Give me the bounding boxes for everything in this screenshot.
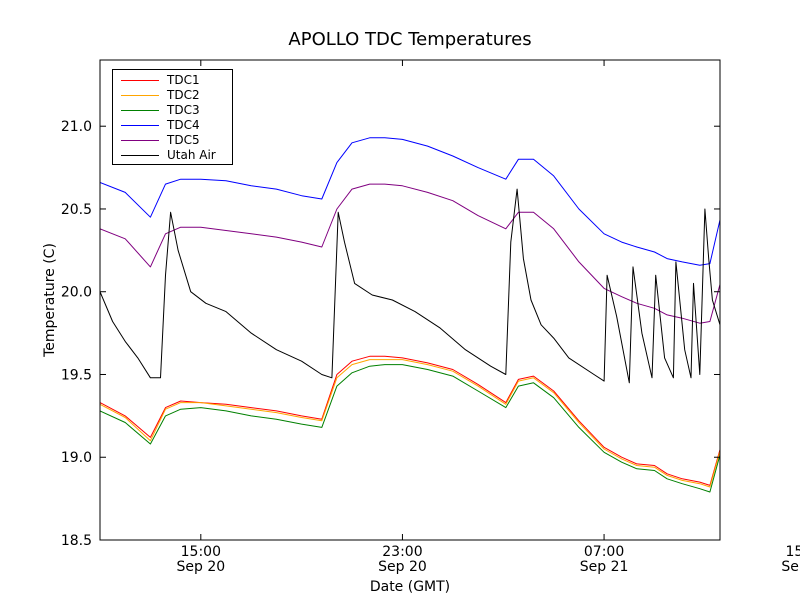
series-line-utah-air xyxy=(100,188,720,384)
x-tick-date-label: Sep 20 xyxy=(176,559,225,575)
x-tick-time-label: 07:00 xyxy=(584,544,624,560)
series-line-tdc4 xyxy=(100,137,720,266)
legend-label-tdc3: TDC3 xyxy=(167,103,200,117)
legend-swatch-tdc1 xyxy=(121,79,159,81)
legend-label-utah-air: Utah Air xyxy=(167,148,216,162)
x-tick-time-label: 23:00 xyxy=(382,544,422,560)
axes-frame xyxy=(99,59,721,541)
legend-item-tdc1: TDC1 xyxy=(121,73,200,87)
legend-label-tdc5: TDC5 xyxy=(167,133,200,147)
legend: TDC1 TDC2 TDC3 TDC4 TDC5 Utah Air xyxy=(112,69,233,165)
x-tick-time-label: 15:00 xyxy=(181,544,221,560)
series-line-tdc3 xyxy=(100,364,720,493)
legend-label-tdc1: TDC1 xyxy=(167,73,200,87)
legend-item-tdc4: TDC4 xyxy=(121,118,200,132)
y-tick-label: 21.0 xyxy=(61,119,92,135)
legend-label-tdc2: TDC2 xyxy=(167,88,200,102)
x-tick-date-label: Sep 20 xyxy=(378,559,427,575)
series-line-tdc1 xyxy=(100,355,720,486)
legend-swatch-tdc2 xyxy=(121,94,159,96)
series-line-tdc5 xyxy=(100,183,720,324)
legend-swatch-tdc4 xyxy=(121,124,159,126)
legend-swatch-tdc5 xyxy=(121,139,159,141)
x-tick-date-label: Sep 21 xyxy=(781,559,800,575)
series-line-tdc2 xyxy=(100,359,720,488)
y-tick-label: 19.5 xyxy=(61,367,92,383)
legend-swatch-tdc3 xyxy=(121,109,159,111)
legend-item-tdc3: TDC3 xyxy=(121,103,200,117)
series-layer xyxy=(100,137,720,493)
legend-swatch-utah-air xyxy=(121,154,159,156)
chart-title: APOLLO TDC Temperatures xyxy=(288,29,531,50)
x-tick-time-label: 15:00 xyxy=(786,544,800,560)
legend-item-tdc5: TDC5 xyxy=(121,133,200,147)
x-tick-date-label: Sep 21 xyxy=(580,559,629,575)
y-tick-label: 18.5 xyxy=(61,533,92,549)
legend-item-utah-air: Utah Air xyxy=(121,148,216,162)
y-tick-label: 19.0 xyxy=(61,450,92,466)
x-axis-label: Date (GMT) xyxy=(370,579,450,595)
y-tick-label: 20.5 xyxy=(61,202,92,218)
y-axis-label: Temperature (C) xyxy=(42,243,58,358)
legend-label-tdc4: TDC4 xyxy=(167,118,200,132)
y-tick-label: 20.0 xyxy=(61,285,92,301)
legend-item-tdc2: TDC2 xyxy=(121,88,200,102)
